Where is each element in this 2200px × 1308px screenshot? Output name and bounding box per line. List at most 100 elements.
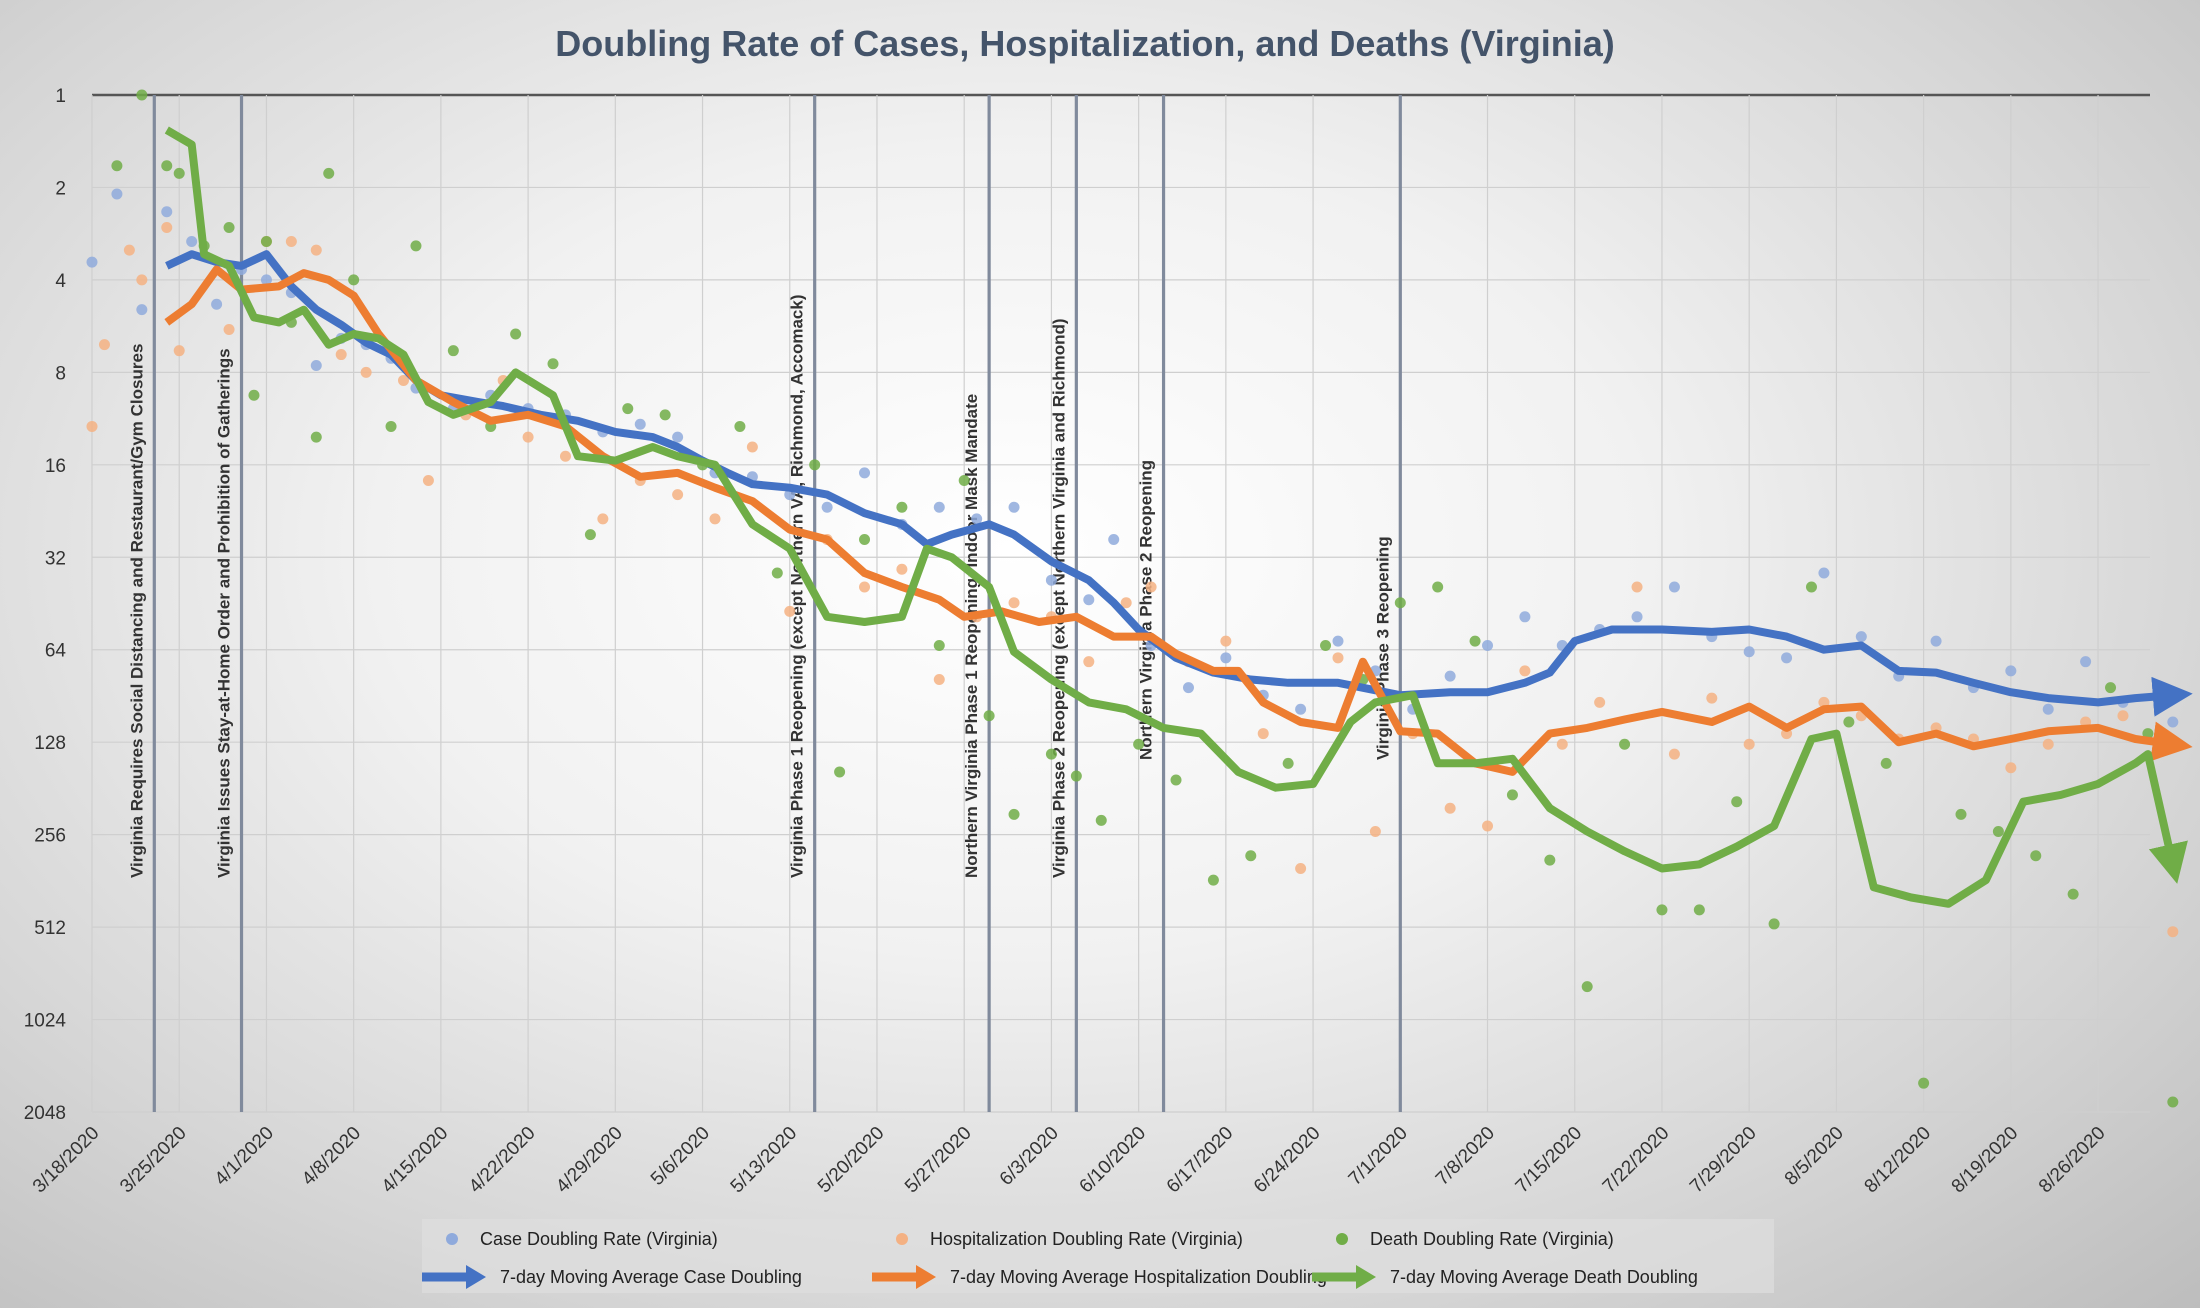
- scatter-point: [983, 710, 995, 722]
- scatter-point: [958, 475, 970, 487]
- scatter-point: [1880, 757, 1892, 769]
- scatter-point: [746, 441, 758, 453]
- scatter-point: [385, 420, 397, 432]
- x-tick-label: 7/8/2020: [1432, 1123, 1499, 1190]
- scatter-point: [1656, 904, 1668, 916]
- scatter-point: [161, 160, 173, 172]
- scatter-point: [784, 605, 796, 617]
- scatter-point: [1282, 757, 1294, 769]
- scatter-point: [1182, 682, 1194, 694]
- legend-arrowhead: [1356, 1265, 1376, 1289]
- scatter-point: [98, 339, 110, 351]
- scatter-point: [672, 431, 684, 443]
- scatter-point: [1045, 748, 1057, 760]
- scatter-point: [1482, 820, 1494, 832]
- y-tick-label: 1: [55, 86, 66, 107]
- scatter-point: [821, 501, 833, 513]
- scatter-point: [2117, 710, 2129, 722]
- x-tick-label: 6/10/2020: [1076, 1123, 1151, 1198]
- scatter-point: [1519, 665, 1531, 677]
- scatter-point: [1220, 652, 1232, 664]
- scatter-point: [2067, 888, 2079, 900]
- scatter-point: [111, 188, 123, 200]
- scatter-point: [1818, 567, 1830, 579]
- scatter-point: [1918, 1077, 1930, 1089]
- scatter-point: [2042, 738, 2054, 750]
- gridlines: [91, 93, 2150, 1113]
- scatter-point: [1070, 770, 1082, 782]
- scatter-point: [136, 274, 148, 286]
- scatter-point: [1855, 631, 1867, 643]
- scatter-point: [2167, 1096, 2179, 1108]
- scatter-point: [834, 766, 846, 778]
- scatter-point: [248, 389, 260, 401]
- scatter-points: [86, 89, 2179, 1108]
- scatter-point: [223, 221, 235, 233]
- scatter-point: [1120, 597, 1132, 609]
- scatter-point: [896, 501, 908, 513]
- scatter-point: [1781, 652, 1793, 664]
- scatter-point: [422, 475, 434, 487]
- y-tick-label: 16: [45, 456, 66, 477]
- scatter-point: [510, 328, 522, 340]
- scatter-point: [1170, 774, 1182, 786]
- scatter-point: [1083, 594, 1095, 606]
- scatter-point: [634, 418, 646, 430]
- scatter-point: [1556, 738, 1568, 750]
- scatter-point: [348, 274, 360, 286]
- scatter-point: [1843, 716, 1855, 728]
- x-tick-label: 5/20/2020: [814, 1123, 889, 1198]
- scatter-point: [1295, 703, 1307, 715]
- y-tick-label: 256: [34, 826, 66, 847]
- scatter-point: [161, 206, 173, 218]
- scatter-point: [2080, 656, 2092, 668]
- scatter-point: [260, 274, 272, 286]
- scatter-point: [1482, 639, 1494, 651]
- scatter-point: [136, 304, 148, 316]
- scatter-point: [1083, 656, 1095, 668]
- scatter-point: [1108, 533, 1120, 545]
- x-tick-label: 8/19/2020: [1948, 1123, 2023, 1198]
- x-tick-label: 4/22/2020: [465, 1123, 540, 1198]
- legend-label: 7-day Moving Average Death Doubling: [1390, 1267, 1698, 1287]
- scatter-point: [1731, 796, 1743, 808]
- scatter-point: [1544, 854, 1556, 866]
- x-tick-label: 7/22/2020: [1599, 1123, 1674, 1198]
- scatter-point: [1631, 611, 1643, 623]
- scatter-point: [1320, 639, 1332, 651]
- scatter-point: [1332, 635, 1344, 647]
- scatter-point: [285, 236, 297, 248]
- x-tick-label: 3/18/2020: [29, 1123, 104, 1198]
- y-tick-label: 128: [34, 733, 66, 754]
- scatter-point: [1743, 738, 1755, 750]
- y-tick-label: 4: [55, 271, 66, 292]
- scatter-point: [672, 489, 684, 501]
- scatter-point: [410, 240, 422, 252]
- x-tick-label: 5/13/2020: [727, 1123, 802, 1198]
- scatter-point: [971, 513, 983, 525]
- legend: Case Doubling Rate (Virginia) Hospitaliza…: [422, 1219, 1774, 1293]
- scatter-point: [136, 89, 148, 101]
- legend-label: Death Doubling Rate (Virginia): [1370, 1229, 1614, 1249]
- scatter-point: [1444, 802, 1456, 814]
- series-line: [164, 126, 2188, 908]
- x-tick-label: 6/17/2020: [1163, 1123, 1238, 1198]
- scatter-point: [1519, 611, 1531, 623]
- scatter-point: [859, 467, 871, 479]
- scatter-point: [186, 236, 198, 248]
- legend-label: Case Doubling Rate (Virginia): [480, 1229, 718, 1249]
- scatter-point: [111, 160, 123, 172]
- event-label: Virginia Phase 3 Reopening: [1373, 536, 1392, 760]
- x-tick-label: 5/27/2020: [901, 1123, 976, 1198]
- scatter-point: [1581, 981, 1593, 993]
- x-tick-label: 7/15/2020: [1512, 1123, 1587, 1198]
- y-tick-label: 2048: [24, 1103, 66, 1124]
- x-tick-label: 8/26/2020: [2035, 1123, 2110, 1198]
- scatter-point: [1008, 808, 1020, 820]
- scatter-point: [2030, 850, 2042, 862]
- x-tick-label: 5/6/2020: [647, 1123, 714, 1190]
- legend-marker: [896, 1233, 908, 1245]
- x-tick-label: 7/29/2020: [1686, 1123, 1761, 1198]
- y-tick-label: 512: [34, 918, 66, 939]
